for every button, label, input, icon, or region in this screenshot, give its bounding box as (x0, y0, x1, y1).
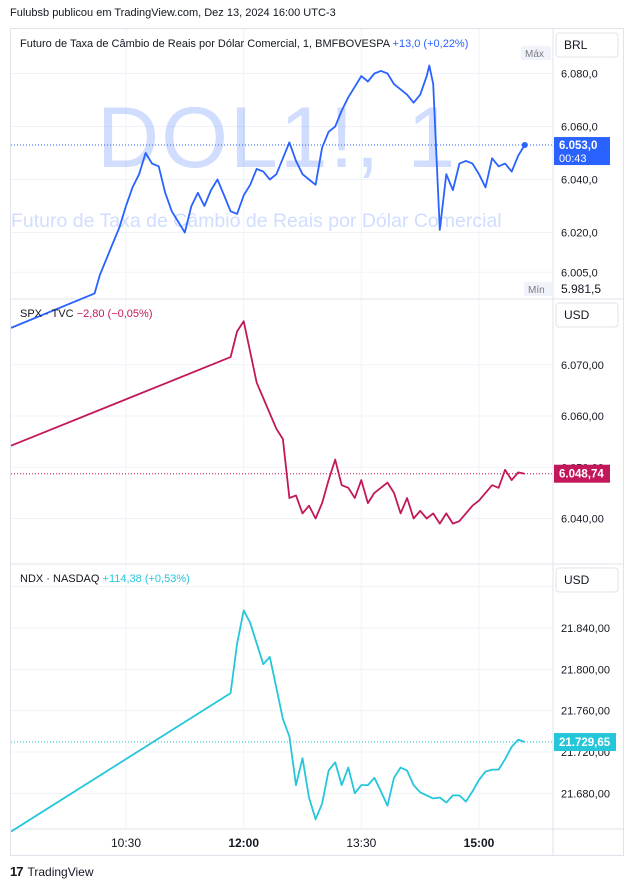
max-label: Máx (525, 49, 544, 60)
price-tick-label: 6.080,0 (561, 69, 598, 81)
price-tick-label: 6.060,0 (561, 122, 598, 134)
ndx-price-tag: 21.729,65 (554, 733, 616, 752)
price-tick-label: 6.005,0 (561, 267, 598, 279)
price-tag-box (554, 464, 610, 483)
currency-label: BRL (564, 38, 588, 52)
spx-legend-change: −2,80 (−0,05%) (77, 308, 153, 320)
max-label-group: Máx (521, 46, 551, 60)
currency-brl[interactable]: BRL (555, 32, 619, 58)
time-tick-label: 15:00 (464, 836, 495, 850)
spx-price-tag: 6.048,74 (554, 464, 610, 483)
price-tag-value: 6.053,0 (559, 140, 597, 152)
min-label-box (524, 282, 552, 296)
ndx-legend-title: NDX · NASDAQ (20, 573, 103, 585)
max-label-box (521, 46, 551, 60)
dol-legend: Futuro de Taxa de Câmbio de Reais por Dó… (20, 38, 468, 50)
footer: 17 TradingView (10, 864, 94, 879)
plot-background (11, 29, 623, 855)
min-label: Mín (528, 285, 545, 296)
watermark-name: Futuro de Taxa de Câmbio de Reais por Dó… (11, 210, 502, 232)
time-tick-label: 13:30 (346, 836, 376, 850)
currency-usd-ndx[interactable]: USD (555, 567, 619, 593)
ndx-legend: NDX · NASDAQ +114,38 (+0,53%) (20, 573, 190, 585)
last-point-dot (521, 142, 528, 149)
publisher-line: Fulubsb publicou em TradingView.com, Dez… (10, 7, 336, 19)
price-tick-label: 21.800,00 (561, 664, 610, 676)
tradingview-logo-icon: 17 (10, 864, 24, 879)
price-tag-countdown: 00:43 (559, 153, 587, 165)
currency-box (555, 302, 619, 328)
price-tick-label: 6.060,00 (561, 411, 604, 423)
dol-legend-title: Futuro de Taxa de Câmbio de Reais por Dó… (20, 38, 393, 50)
time-tick-label: 10:30 (111, 836, 141, 850)
currency-box (555, 32, 619, 58)
currency-box (555, 567, 619, 593)
currency-usd-spx[interactable]: USD (555, 302, 619, 328)
ndx-legend-change: +114,38 (+0,53%) (103, 573, 190, 585)
price-tick-label: 6.040,0 (561, 175, 598, 187)
price-tick-label: 6.040,00 (561, 514, 604, 526)
chart-svg[interactable]: DOL1!, 1 Futuro de Taxa de Câmbio de Reai… (11, 29, 623, 855)
time-tick-label: 12:00 (228, 836, 259, 850)
price-tag-value: 21.729,65 (559, 737, 611, 749)
min-label-group: Mín (524, 282, 552, 296)
dol-legend-change: +13,0 (+0,22%) (393, 38, 469, 50)
chart-frame: DOL1!, 1 Futuro de Taxa de Câmbio de Reai… (10, 28, 624, 856)
price-tick-label: 21.840,00 (561, 623, 610, 635)
price-tag-box (554, 137, 610, 166)
price-tag-value: 6.048,74 (559, 469, 604, 481)
price-tick-label: 6.070,00 (561, 360, 604, 372)
price-tick-label: 21.760,00 (561, 706, 610, 718)
min-value-label: 5.981,5 (561, 282, 601, 296)
price-tick-label: 6.020,0 (561, 228, 598, 240)
price-tag-box (554, 733, 616, 752)
price-tick-label: 21.680,00 (561, 788, 610, 800)
watermark-symbol: DOL1!, 1 (97, 90, 457, 186)
spx-legend-title: SPX · TVC (20, 308, 77, 320)
tradingview-brand: TradingView (27, 864, 94, 879)
currency-label: USD (564, 573, 590, 587)
currency-label: USD (564, 308, 590, 322)
dol-price-tag: 6.053,000:43 (554, 137, 610, 166)
spx-legend: SPX · TVC −2,80 (−0,05%) (20, 308, 153, 320)
